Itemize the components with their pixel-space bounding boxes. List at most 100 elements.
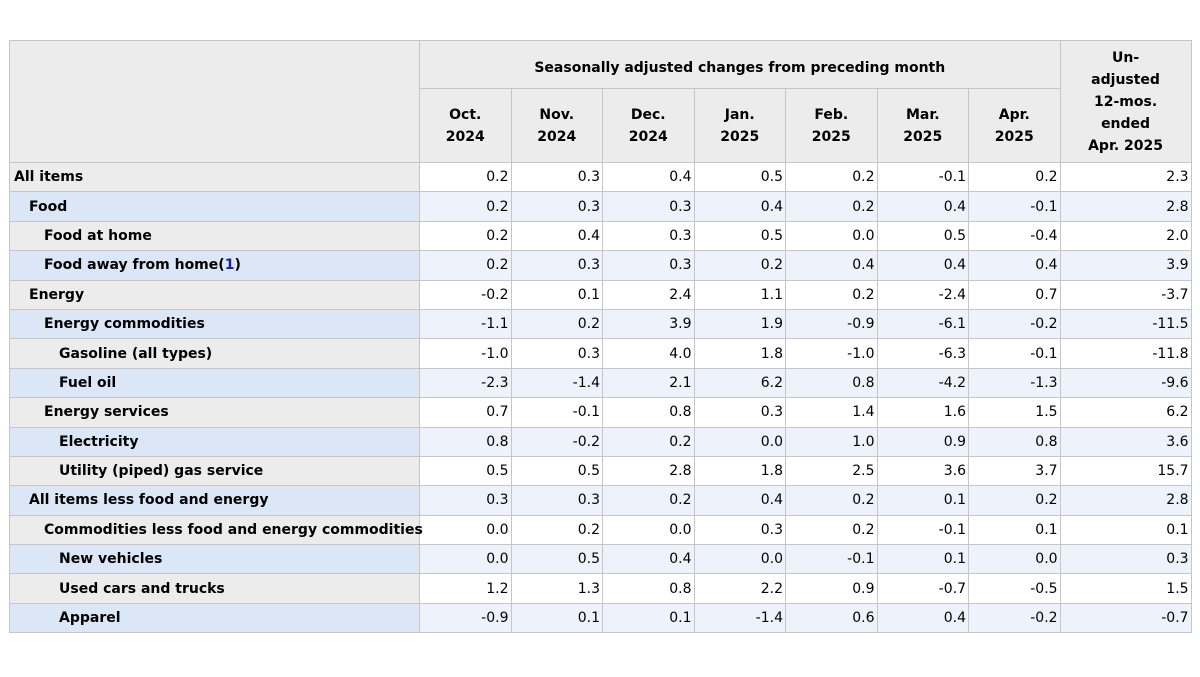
value-cell: 0.4 xyxy=(876,250,969,281)
value-cell: -0.2 xyxy=(419,279,512,310)
value-cell: 1.1 xyxy=(693,279,786,310)
value-cell: 0.1 xyxy=(510,279,603,310)
value-cell: 0.3 xyxy=(510,191,603,222)
value-cell: -0.9 xyxy=(419,602,512,634)
value-cell: 0.2 xyxy=(785,514,878,546)
value-cell: 0.6 xyxy=(785,602,878,634)
value-cell: 2.5 xyxy=(785,455,878,487)
value-cell: 0.0 xyxy=(419,514,512,546)
table-row: Gasoline (all types) -1.0 0.3 4.0 1.8 -1.0 -6.… xyxy=(9,338,1192,369)
value-cell: 0.4 xyxy=(968,250,1061,281)
value-cell: 2.8 xyxy=(602,455,695,487)
value-cell: 1.2 xyxy=(419,573,512,604)
value-cell: 0.8 xyxy=(602,573,695,604)
annual-cell: 0.3 xyxy=(1059,544,1192,575)
value-cell: 0.2 xyxy=(785,485,878,516)
value-cell: 1.8 xyxy=(693,455,786,487)
value-cell: 3.7 xyxy=(968,455,1061,487)
value-cell: -2.3 xyxy=(419,367,512,399)
row-label-text: Fuel oil xyxy=(59,374,117,391)
row-label: Gasoline (all types) xyxy=(9,338,420,369)
row-label-text: Energy commodities xyxy=(44,316,205,333)
annual-cell: -3.7 xyxy=(1059,279,1192,310)
value-cell: -0.4 xyxy=(968,220,1061,252)
value-cell: -0.1 xyxy=(876,161,969,193)
value-cell: 0.3 xyxy=(693,514,786,546)
table-row: Utility (piped) gas service 0.5 0.5 2.8 1.8 2… xyxy=(9,455,1192,487)
table-row: Fuel oil -2.3 -1.4 2.1 6.2 0.8 -4.2 -1.3 -9.6 xyxy=(9,367,1192,399)
value-cell: 0.7 xyxy=(968,279,1061,310)
value-cell: 6.2 xyxy=(693,367,786,399)
header-month: Nov. 2024 xyxy=(510,88,603,163)
value-cell: 0.3 xyxy=(602,250,695,281)
value-cell: -6.1 xyxy=(876,308,969,340)
value-cell: -6.3 xyxy=(876,338,969,369)
header-month-name: Feb. xyxy=(814,106,849,123)
value-cell: 1.3 xyxy=(510,573,603,604)
row-label: Energy services xyxy=(9,397,420,428)
header-unadjusted: Un- adjusted 12-mos. ended Apr. 2025 xyxy=(1059,40,1192,163)
header-unadjusted-line: Apr. 2025 xyxy=(1088,137,1164,154)
header-month-name: Mar. xyxy=(905,106,940,123)
value-cell: 0.3 xyxy=(693,397,786,428)
footnote-link[interactable]: 1 xyxy=(224,257,235,274)
value-cell: 0.2 xyxy=(419,161,512,193)
value-cell: 0.3 xyxy=(510,485,603,516)
header-month-year: 2025 xyxy=(994,128,1034,145)
row-label: Energy commodities xyxy=(9,308,420,340)
value-cell: 0.0 xyxy=(785,220,878,252)
row-label-text: Energy xyxy=(29,286,85,303)
header-month-name: Dec. xyxy=(630,106,666,123)
header-month: Oct. 2024 xyxy=(419,88,512,163)
table-header: Seasonally adjusted changes from precedi… xyxy=(9,40,1192,163)
row-label-text: Food away from home xyxy=(44,257,219,274)
header-month-year: 2025 xyxy=(720,128,760,145)
value-cell: -0.2 xyxy=(968,602,1061,634)
row-label: Used cars and trucks xyxy=(9,573,420,604)
value-cell: 0.0 xyxy=(602,514,695,546)
value-cell: 0.4 xyxy=(602,161,695,193)
value-cell: 1.0 xyxy=(785,426,878,457)
table-row: All items less food and energy 0.3 0.3 0.2 0… xyxy=(9,485,1192,516)
header-month-year: 2025 xyxy=(903,128,943,145)
value-cell: 0.4 xyxy=(785,250,878,281)
row-label: Food xyxy=(9,191,420,222)
row-label-text: All items less food and energy xyxy=(29,492,269,509)
value-cell: 1.9 xyxy=(693,308,786,340)
table-row: Food away from home(1) 0.2 0.3 0.3 0.2 0.4 0.4… xyxy=(9,250,1192,281)
annual-cell: 2.8 xyxy=(1059,191,1192,222)
value-cell: 1.6 xyxy=(876,397,969,428)
value-cell: -0.1 xyxy=(968,338,1061,369)
value-cell: -2.4 xyxy=(876,279,969,310)
row-label: Food at home xyxy=(9,220,420,252)
header-unadjusted-line: 12-mos. xyxy=(1093,93,1158,110)
value-cell: 0.4 xyxy=(510,220,603,252)
row-label-text: New vehicles xyxy=(59,551,163,568)
value-cell: 0.5 xyxy=(693,220,786,252)
table-row: Electricity 0.8 -0.2 0.2 0.0 1.0 0.9 0.8 3.6 xyxy=(9,426,1192,457)
annual-cell: 3.6 xyxy=(1059,426,1192,457)
value-cell: 0.2 xyxy=(968,485,1061,516)
value-cell: 0.0 xyxy=(968,544,1061,575)
table-row: New vehicles 0.0 0.5 0.4 0.0 -0.1 0.1 0.0 0.3 xyxy=(9,544,1192,575)
annual-cell: 6.2 xyxy=(1059,397,1192,428)
value-cell: 0.8 xyxy=(419,426,512,457)
header-unadjusted-line: Un- xyxy=(1111,49,1140,66)
value-cell: 0.4 xyxy=(693,485,786,516)
annual-cell: -0.7 xyxy=(1059,602,1192,634)
row-label: Energy xyxy=(9,279,420,310)
value-cell: -0.1 xyxy=(876,514,969,546)
header-corner xyxy=(9,40,420,163)
value-cell: -1.3 xyxy=(968,367,1061,399)
value-cell: 0.2 xyxy=(419,220,512,252)
table-row: Energy commodities -1.1 0.2 3.9 1.9 -0.9 -6.1-… xyxy=(9,308,1192,340)
value-cell: 0.5 xyxy=(510,544,603,575)
annual-cell: -9.6 xyxy=(1059,367,1192,399)
annual-cell: -11.8 xyxy=(1059,338,1192,369)
annual-cell: -11.5 xyxy=(1059,308,1192,340)
table-row: Food at home 0.2 0.4 0.3 0.5 0.0 0.5 -0.4 2.0 xyxy=(9,220,1192,252)
header-month: Jan. 2025 xyxy=(693,88,786,163)
table-row: Food 0.2 0.3 0.3 0.4 0.2 0.4 -0.1 2.8 xyxy=(9,191,1192,222)
value-cell: -0.7 xyxy=(876,573,969,604)
value-cell: 0.3 xyxy=(510,250,603,281)
